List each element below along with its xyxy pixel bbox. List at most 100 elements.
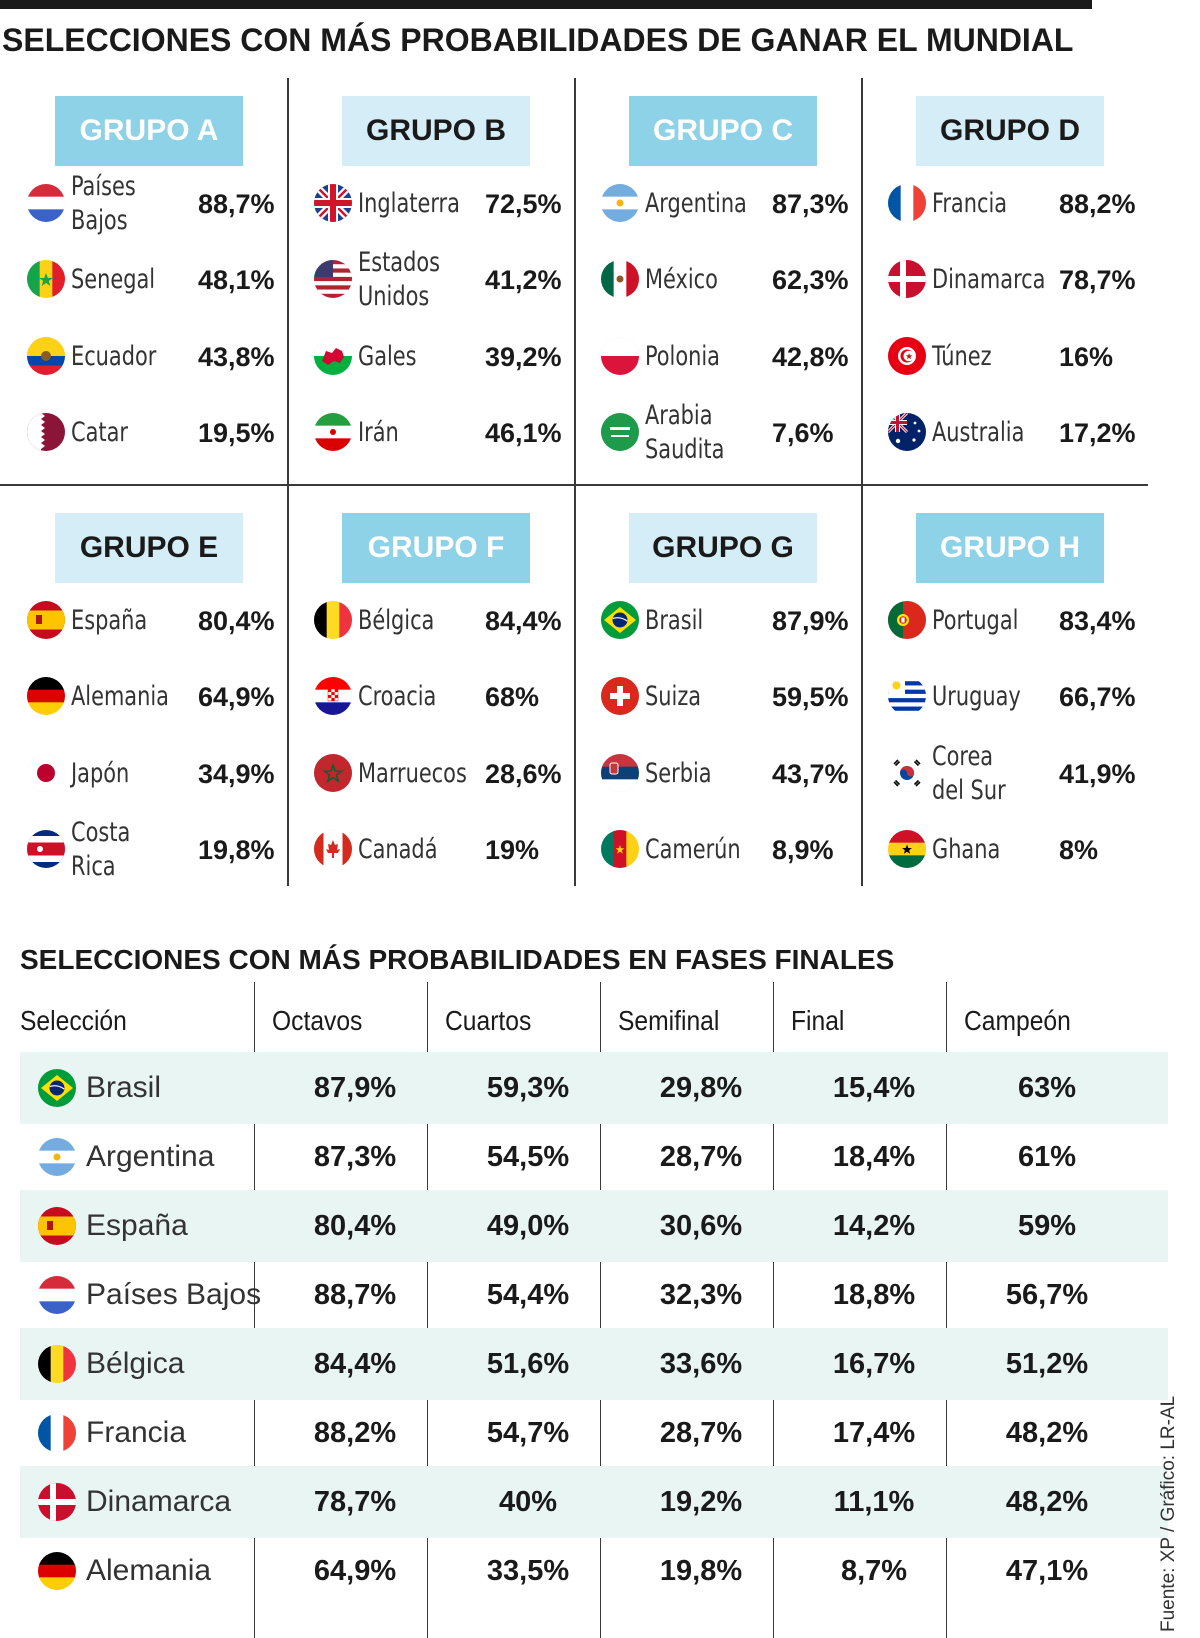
team-row: España 80,4%: [0, 583, 300, 659]
qatar-flag-icon: [27, 413, 65, 451]
spain-flag-icon: [38, 1207, 76, 1245]
table-cell: 56,7%: [1005, 1278, 1089, 1311]
croatia-flag-icon: [314, 677, 352, 715]
team-probability: 43,7%: [772, 758, 849, 789]
netherlands-flag-icon: [38, 1276, 76, 1314]
south-korea-flag-icon: [888, 754, 926, 792]
denmark-flag-icon: [888, 260, 926, 298]
group-header: GRUPO H: [916, 513, 1104, 583]
team-row: Catar 19,5%: [0, 395, 300, 471]
team-name: Catar: [71, 417, 128, 448]
saudi-arabia-flag-icon: [601, 413, 639, 451]
senegal-flag-icon: [27, 260, 65, 298]
group-header: GRUPO C: [629, 96, 817, 166]
poland-flag-icon: [601, 337, 639, 375]
table-cell: 49,0%: [486, 1209, 570, 1242]
team-probability: 16%: [1059, 341, 1114, 372]
team-row: Suiza 59,5%: [574, 659, 874, 735]
table-row: Dinamarca 78,7% 40% 19,2% 11,1% 48,2%: [20, 1466, 1168, 1538]
team-row: Ghana 8%: [861, 812, 1161, 888]
table-cell: 29,8%: [659, 1071, 743, 1104]
team-name: Alemania: [71, 681, 169, 712]
team-name: Dinamarca: [932, 264, 1046, 295]
table-cell: 84,4%: [313, 1347, 397, 1380]
wales-flag-icon: [314, 337, 352, 375]
team-row: Francia 88,2%: [861, 166, 1161, 242]
table-cell: 47,1%: [1005, 1554, 1089, 1587]
team-probability: 78,7%: [1059, 264, 1136, 295]
team-probability: 88,2%: [1059, 188, 1136, 219]
team-name: Francia: [86, 1416, 187, 1449]
team-name: Corea del Sur: [932, 741, 1006, 806]
table-cell: 59,3%: [486, 1071, 570, 1104]
team-probability: 19,5%: [198, 417, 275, 448]
netherlands-flag-icon: [27, 184, 65, 222]
group-header: GRUPO F: [342, 513, 530, 583]
iran-flag-icon: [314, 413, 352, 451]
team-name: Polonia: [645, 341, 720, 372]
team-probability: 7,6%: [772, 417, 834, 448]
team-name: Japón: [71, 758, 130, 789]
group-divider: [861, 486, 863, 886]
team-row: Brasil 87,9%: [574, 583, 874, 659]
team-row: Irán 46,1%: [287, 395, 587, 471]
ecuador-flag-icon: [27, 337, 65, 375]
table-row: Francia 88,2% 54,7% 28,7% 17,4% 48,2%: [20, 1397, 1168, 1469]
team-name: Bélgica: [86, 1347, 185, 1380]
belgium-flag-icon: [38, 1345, 76, 1383]
team-name: Países Bajos: [86, 1278, 262, 1311]
table-cell: 48,2%: [1005, 1416, 1089, 1449]
brazil-flag-icon: [601, 601, 639, 639]
column-header: Octavos: [272, 1005, 363, 1036]
table-cell: 51,2%: [1005, 1347, 1089, 1380]
switzerland-flag-icon: [601, 677, 639, 715]
table-row: España 80,4% 49,0% 30,6% 14,2% 59%: [20, 1190, 1168, 1262]
team-probability: 28,6%: [485, 758, 562, 789]
cameroon-flag-icon: [601, 830, 639, 868]
table-cell: 80,4%: [313, 1209, 397, 1242]
group-panel: GRUPO C Argentina 87,3% México 62,3% Polonia 4…: [574, 78, 874, 498]
team-name: España: [71, 605, 148, 636]
table-cell: 40%: [498, 1485, 558, 1518]
team-name: Francia: [932, 188, 1008, 219]
table-row: Brasil 87,9% 59,3% 29,8% 15,4% 63%: [20, 1052, 1168, 1124]
team-probability: 68%: [485, 681, 540, 712]
table-header: Selección Octavos Cuartos Semifinal Final Cam…: [20, 990, 1168, 1052]
team-name: Croacia: [358, 681, 437, 712]
team-row: Arabia Saudita 7,6%: [574, 395, 874, 471]
portugal-flag-icon: [888, 601, 926, 639]
france-flag-icon: [38, 1414, 76, 1452]
table-cell: 51,6%: [486, 1347, 570, 1380]
table-cell: 11,1%: [833, 1485, 915, 1518]
costa-rica-flag-icon: [27, 830, 65, 868]
team-probability: 8,9%: [772, 834, 834, 865]
team-row: Serbia 43,7%: [574, 736, 874, 812]
team-name: España: [86, 1209, 188, 1242]
table-row: Argentina 87,3% 54,5% 28,7% 18,4% 61%: [20, 1121, 1168, 1193]
group-panel: GRUPO G Brasil 87,9% Suiza 59,5% Serbia 43,7% C…: [574, 495, 874, 915]
table-cell: 28,7%: [659, 1416, 743, 1449]
team-row: Croacia 68%: [287, 659, 587, 735]
team-row: Portugal 83,4%: [861, 583, 1161, 659]
group-divider: [574, 78, 576, 486]
england-flag-icon: [314, 184, 352, 222]
team-probability: 39,2%: [485, 341, 562, 372]
table-cell: 18,4%: [832, 1140, 916, 1173]
team-row: Inglaterra 72,5%: [287, 166, 587, 242]
team-name: Dinamarca: [86, 1485, 232, 1518]
team-probability: 87,3%: [772, 188, 849, 219]
table-cell: 59%: [1017, 1209, 1077, 1242]
team-probability: 72,5%: [485, 188, 562, 219]
team-name: Brasil: [86, 1071, 162, 1104]
australia-flag-icon: [888, 413, 926, 451]
table-cell: 30,6%: [659, 1209, 743, 1242]
serbia-flag-icon: [601, 754, 639, 792]
team-row: Camerún 8,9%: [574, 812, 874, 888]
table-cell: 28,7%: [659, 1140, 743, 1173]
team-name: Senegal: [71, 264, 156, 295]
team-name: Canadá: [358, 834, 438, 865]
group-panel: GRUPO H Portugal 83,4% Uruguay 66,7% Corea de…: [861, 495, 1161, 915]
mexico-flag-icon: [601, 260, 639, 298]
team-name: Ghana: [932, 834, 1001, 865]
group-panel: GRUPO A Países Bajos 88,7% Senegal 48,1% Ecua…: [0, 78, 300, 498]
